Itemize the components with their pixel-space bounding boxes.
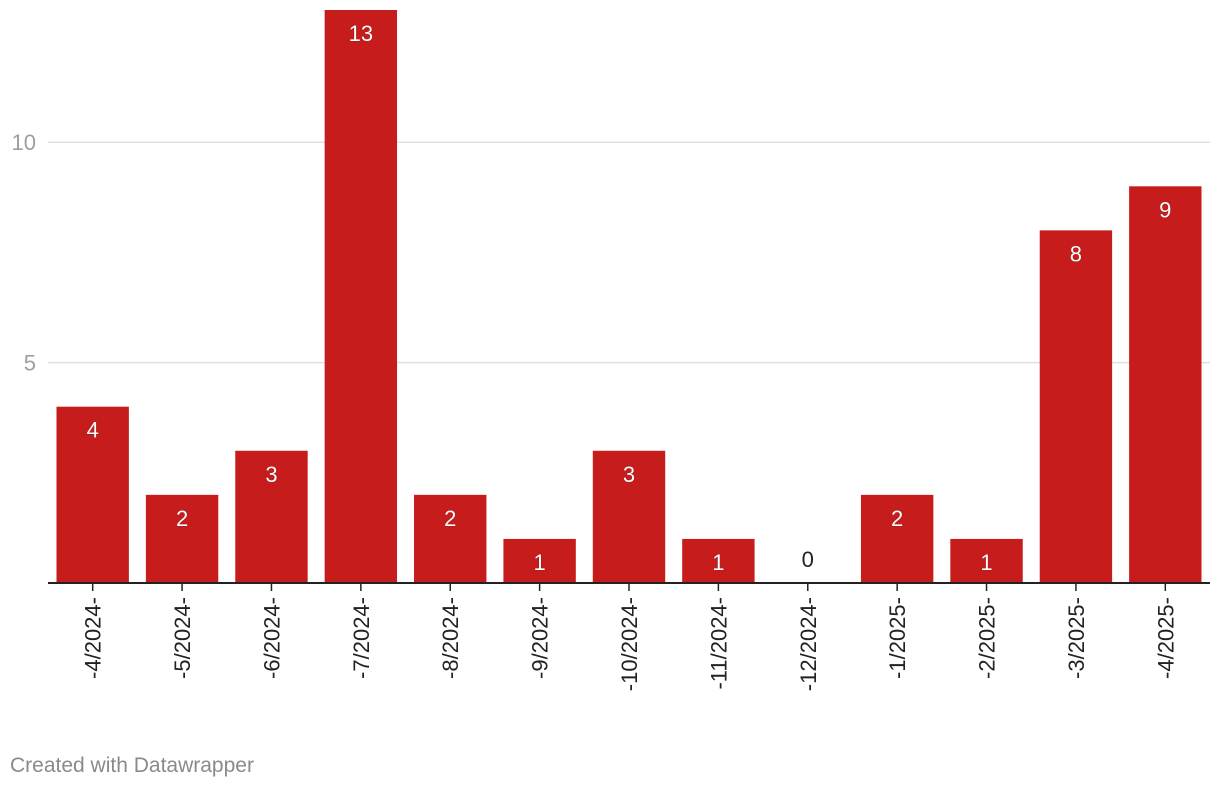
bar-value-label: 2: [176, 506, 188, 531]
footer-credit: Created with Datawrapper: [10, 754, 254, 777]
bar: [145, 494, 219, 583]
x-tick-label: -2/2025-: [975, 597, 1000, 679]
x-tick-label: -11/2024-: [706, 597, 731, 690]
x-tick-label: -4/2024-: [81, 597, 106, 679]
bar-value-label: 1: [712, 550, 724, 575]
chart-svg: 5104-4/2024-2-5/2024-3-6/2024-13-7/2024-…: [12, 10, 1210, 691]
bar-value-label: 1: [980, 550, 992, 575]
bar: [1039, 230, 1113, 583]
bar-value-label: 2: [444, 506, 456, 531]
x-tick-label: -9/2024-: [528, 597, 553, 679]
x-tick-label: -12/2024-: [796, 597, 821, 691]
bar: [235, 450, 308, 583]
x-tick-label: -1/2025-: [885, 597, 910, 679]
bar-value-label: 3: [623, 462, 635, 487]
bar-value-label: 0: [802, 547, 814, 572]
bar: [324, 10, 398, 583]
y-tick-label: 5: [24, 351, 36, 376]
bar-chart: 5 10 4 -4/2024- 2 -5/2024- 3 -6/2024- 13 -7/2024-…: [12, 10, 1210, 691]
x-tick-label: -6/2024-: [259, 597, 284, 679]
x-tick-label: -7/2024-: [349, 597, 374, 679]
bar: [860, 494, 934, 583]
bar: [503, 538, 576, 583]
bar: [56, 406, 129, 583]
bar-value-label: 1: [533, 550, 545, 575]
bar-value-label: 9: [1159, 197, 1171, 222]
bar-value-label: 13: [349, 21, 373, 46]
bar: [592, 450, 666, 583]
bar: [950, 538, 1023, 583]
bar: [1129, 186, 1202, 584]
x-tick-label: -10/2024-: [617, 597, 642, 691]
x-tick-label: -8/2024-: [438, 597, 463, 679]
x-tick-label: -4/2025-: [1153, 597, 1178, 679]
y-tick-label: 10: [12, 130, 36, 155]
bar: [682, 538, 755, 583]
bar-value-label: 2: [891, 506, 903, 531]
bar-value-label: 8: [1070, 241, 1082, 266]
bar-value-label: 3: [265, 462, 277, 487]
x-tick-label: -5/2024-: [170, 597, 195, 679]
bar: [414, 494, 487, 583]
x-tick-label: -3/2025-: [1064, 597, 1089, 679]
bar-value-label: 4: [87, 418, 99, 443]
